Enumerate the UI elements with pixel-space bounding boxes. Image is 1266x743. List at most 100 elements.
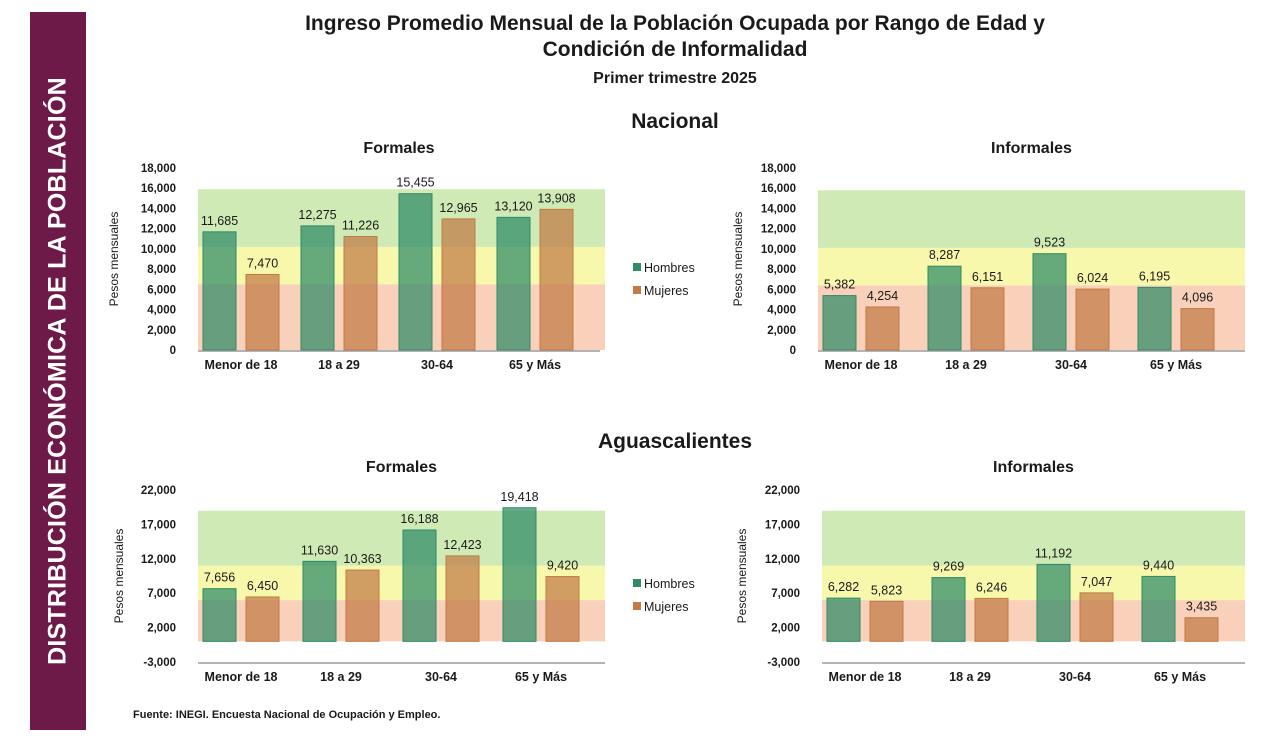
y-tick-label: 16,000	[141, 183, 176, 195]
x-tick-label: 65 y Más	[509, 358, 561, 372]
y-tick-label: 7,000	[147, 588, 176, 600]
bar-hombres	[1141, 575, 1176, 642]
y-tick-label: 12,000	[141, 224, 176, 236]
bar-mujeres	[245, 596, 280, 642]
bar-hombres	[300, 225, 335, 351]
y-tick-label: 8,000	[147, 264, 176, 276]
y-tick-label: 12,000	[141, 554, 176, 566]
y-tick-label: 14,000	[141, 203, 176, 215]
y-tick-label: 0	[170, 345, 176, 357]
legend-label-mujeres: Mujeres	[644, 284, 688, 298]
page-subtitle: Primer trimestre 2025	[593, 70, 757, 87]
background-band	[822, 510, 1245, 566]
chart-title: Formales	[363, 140, 434, 157]
chart-nacional-formales: 0 2,000 4,000 6,000 8,000 10,000 12,000 14,000 1…	[107, 140, 695, 372]
data-label: 6,450	[247, 579, 278, 593]
y-tick-label: 10,000	[761, 244, 796, 256]
bar-hombres	[496, 216, 531, 351]
data-label: 9,440	[1143, 558, 1174, 572]
background-band	[198, 510, 605, 566]
x-tick-label: 18 a 29	[949, 670, 991, 684]
source-footnote: Fuente: INEGI. Encuesta Nacional de Ocup…	[133, 709, 441, 721]
x-tick-label: 30-64	[425, 670, 457, 684]
legend-label-hombres: Hombres	[644, 577, 695, 591]
bar-hombres	[1137, 286, 1172, 351]
y-tick-label: 10,000	[141, 244, 176, 256]
data-label: 13,908	[537, 191, 575, 205]
bar-mujeres	[970, 287, 1005, 351]
y-tick-label: 12,000	[761, 224, 796, 236]
data-label: 4,096	[1182, 291, 1213, 305]
x-tick-label: 65 y Más	[1154, 670, 1206, 684]
bar-mujeres	[1184, 617, 1219, 642]
x-tick-label: 18 a 29	[945, 358, 987, 372]
x-tick-label: Menor de 18	[205, 358, 278, 372]
bar-hombres	[822, 295, 857, 351]
bar-hombres	[927, 265, 962, 351]
data-label: 13,120	[494, 199, 532, 213]
data-label: 7,656	[204, 571, 235, 585]
legend-label-mujeres: Mujeres	[644, 600, 688, 614]
chart-ags-informales: -3,000 2,000 7,000 12,000 17,000 22,000 Pesos …	[735, 459, 1245, 684]
legend-swatch-mujeres	[633, 602, 641, 610]
x-tick-label: Menor de 18	[205, 670, 278, 684]
y-axis-label: Pesos mensuales	[112, 529, 126, 624]
x-tick-label: 65 y Más	[1150, 358, 1202, 372]
y-tick-label: 2,000	[147, 623, 176, 635]
sidebar-banner: DISTRIBUCIÓN ECONÓMICA DE LA POBLACIÓN	[30, 12, 86, 730]
data-label: 9,523	[1034, 236, 1065, 250]
bar-hombres	[398, 193, 433, 351]
legend-swatch-mujeres	[633, 286, 641, 294]
data-label: 5,823	[871, 583, 902, 597]
x-tick-label: 18 a 29	[320, 670, 362, 684]
y-tick-label: 8,000	[767, 264, 796, 276]
data-label: 3,435	[1186, 600, 1217, 614]
x-tick-label: 30-64	[421, 358, 453, 372]
y-tick-label: 17,000	[141, 519, 176, 531]
y-tick-label: -3,000	[143, 657, 176, 669]
bar-hombres	[1036, 563, 1071, 642]
y-tick-label: 2,000	[147, 325, 176, 337]
bar-hombres	[402, 529, 437, 642]
y-tick-label: -3,000	[767, 657, 800, 669]
bar-mujeres	[245, 273, 280, 351]
data-label: 16,188	[400, 512, 438, 526]
data-label: 12,965	[439, 201, 477, 215]
x-tick-label: 30-64	[1055, 358, 1087, 372]
bar-mujeres	[539, 208, 574, 351]
data-label: 11,226	[342, 218, 379, 232]
data-label: 6,282	[828, 580, 859, 594]
data-label: 9,269	[933, 560, 964, 574]
y-tick-label: 2,000	[771, 623, 800, 635]
bar-mujeres	[441, 218, 476, 351]
y-tick-label: 22,000	[141, 485, 176, 497]
y-tick-label: 2,000	[767, 325, 796, 337]
y-tick-label: 22,000	[765, 485, 800, 497]
bar-mujeres	[545, 576, 580, 642]
bar-mujeres	[445, 555, 480, 642]
bar-hombres	[302, 560, 337, 642]
legend-label-hombres: Hombres	[644, 261, 695, 275]
chart-title: Formales	[366, 459, 437, 476]
bar-mujeres	[345, 569, 380, 642]
data-label: 9,420	[547, 559, 578, 573]
data-label: 6,024	[1077, 271, 1108, 285]
data-label: 11,685	[201, 214, 238, 228]
y-tick-label: 18,000	[761, 163, 796, 175]
data-label: 7,047	[1081, 575, 1112, 589]
y-tick-label: 7,000	[771, 588, 800, 600]
bar-hombres	[202, 588, 237, 642]
chart-title: Informales	[991, 140, 1072, 157]
data-label: 4,254	[867, 289, 898, 303]
y-tick-label: 18,000	[141, 163, 176, 175]
bar-mujeres	[1075, 288, 1110, 351]
data-label: 12,275	[298, 208, 336, 222]
background-band	[818, 190, 1245, 248]
page-title-line-2: Condición de Informalidad	[542, 38, 808, 61]
bar-mujeres	[865, 306, 900, 351]
y-tick-label: 6,000	[767, 284, 796, 296]
y-axis-label: Pesos mensuales	[107, 212, 121, 307]
data-label: 5,382	[824, 278, 855, 292]
data-label: 19,418	[500, 490, 538, 504]
x-tick-label: Menor de 18	[829, 670, 902, 684]
